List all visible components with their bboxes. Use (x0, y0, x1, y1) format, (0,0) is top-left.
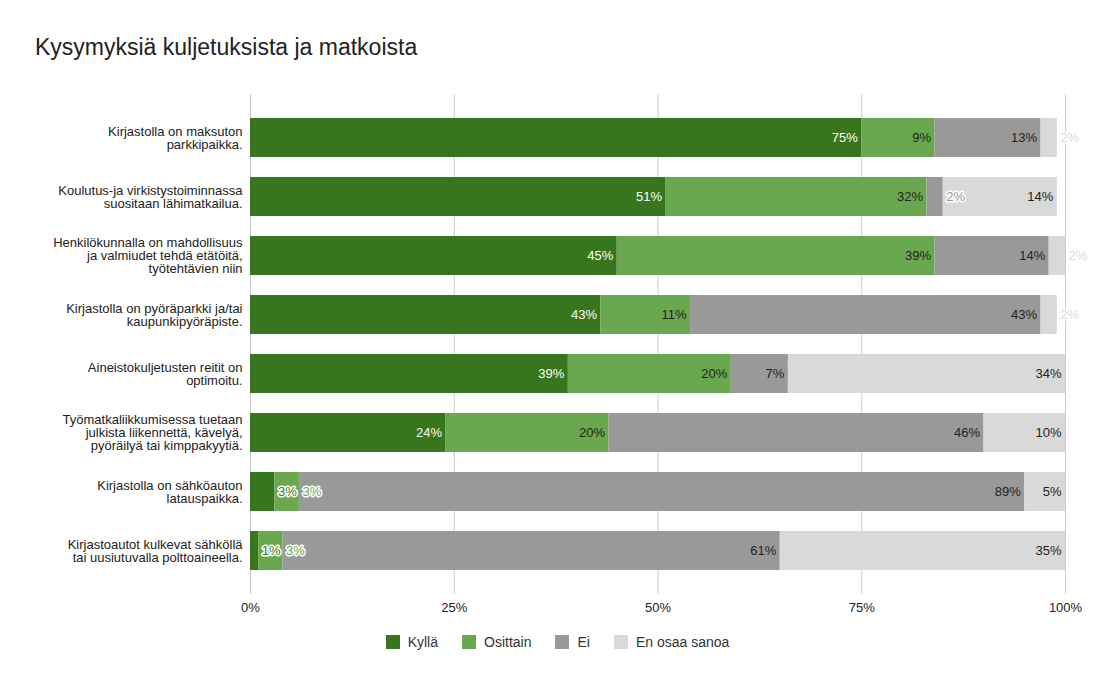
svg-text:Työmatkaliikkumisessa tuetaanj: Työmatkaliikkumisessa tuetaanjulkista li… (63, 412, 243, 453)
svg-text:46%: 46% (954, 425, 980, 440)
svg-text:Kirjastolla on pyöräparkki ja/: Kirjastolla on pyöräparkki ja/taikaupunk… (66, 301, 242, 329)
svg-text:100%: 100% (1049, 600, 1083, 615)
svg-text:1%: 1% (262, 543, 281, 558)
svg-text:20%: 20% (701, 366, 727, 381)
svg-text:39%: 39% (538, 366, 564, 381)
svg-text:50%: 50% (645, 600, 671, 615)
html-text:Kysymyksiä kuljetuksista ja ma: Kysymyksiä kuljetuksista ja matkoista (35, 34, 418, 60)
svg-text:Koulutus-ja virkistystoiminnas: Koulutus-ja virkistystoiminnassasuositaa… (58, 183, 243, 211)
svg-text:61%: 61% (750, 543, 776, 558)
html-text:Osittain: Osittain (484, 634, 532, 650)
svg-text:13%: 13% (1011, 130, 1037, 145)
svg-text:24%: 24% (416, 425, 442, 440)
html-text:Kyllä: Kyllä (407, 634, 438, 650)
svg-text:0%: 0% (241, 600, 260, 615)
svg-text:2%: 2% (946, 189, 965, 204)
svg-text:34%: 34% (1035, 366, 1061, 381)
svg-text:11%: 11% (662, 307, 687, 322)
svg-text:2%: 2% (1060, 130, 1079, 145)
svg-text:75%: 75% (832, 130, 858, 145)
svg-text:51%: 51% (636, 189, 662, 204)
svg-text:35%: 35% (1035, 543, 1061, 558)
svg-text:Kirjastolla on sähköautonlatau: Kirjastolla on sähköautonlatauspaikka. (97, 478, 242, 506)
svg-text:43%: 43% (571, 307, 597, 322)
svg-text:32%: 32% (897, 189, 923, 204)
svg-text:2%: 2% (1069, 248, 1088, 263)
svg-text:3%: 3% (286, 543, 305, 558)
svg-text:20%: 20% (579, 425, 605, 440)
svg-text:43%: 43% (1011, 307, 1037, 322)
svg-text:7%: 7% (766, 366, 785, 381)
svg-text:5%: 5% (1043, 484, 1062, 499)
svg-text:39%: 39% (905, 248, 931, 263)
svg-text:25%: 25% (441, 600, 467, 615)
svg-text:Kirjastoautot kulkevat sähköll: Kirjastoautot kulkevat sähköllätai uusiu… (68, 537, 244, 565)
svg-text:2%: 2% (1060, 307, 1079, 322)
svg-text:Aineistokuljetusten reitit ono: Aineistokuljetusten reitit onoptimoitu. (88, 360, 243, 388)
svg-text:45%: 45% (587, 248, 613, 263)
svg-text:3%: 3% (302, 484, 321, 499)
svg-text:14%: 14% (1027, 189, 1053, 204)
html-text:En osaa sanoa: En osaa sanoa (635, 634, 730, 650)
svg-text:75%: 75% (849, 600, 875, 615)
svg-text:9%: 9% (912, 130, 931, 145)
svg-text:Kirjastolla on maksutonparkkip: Kirjastolla on maksutonparkkipaikka. (108, 124, 242, 152)
svg-text:89%: 89% (995, 484, 1021, 499)
svg-text:3%: 3% (278, 484, 297, 499)
svg-text:10%: 10% (1035, 425, 1061, 440)
svg-text:14%: 14% (1019, 248, 1045, 263)
html-text:Ei: Ei (577, 634, 590, 650)
svg-text:Henkilökunnalla on mahdollisuu: Henkilökunnalla on mahdollisuusja valmiu… (53, 235, 243, 276)
